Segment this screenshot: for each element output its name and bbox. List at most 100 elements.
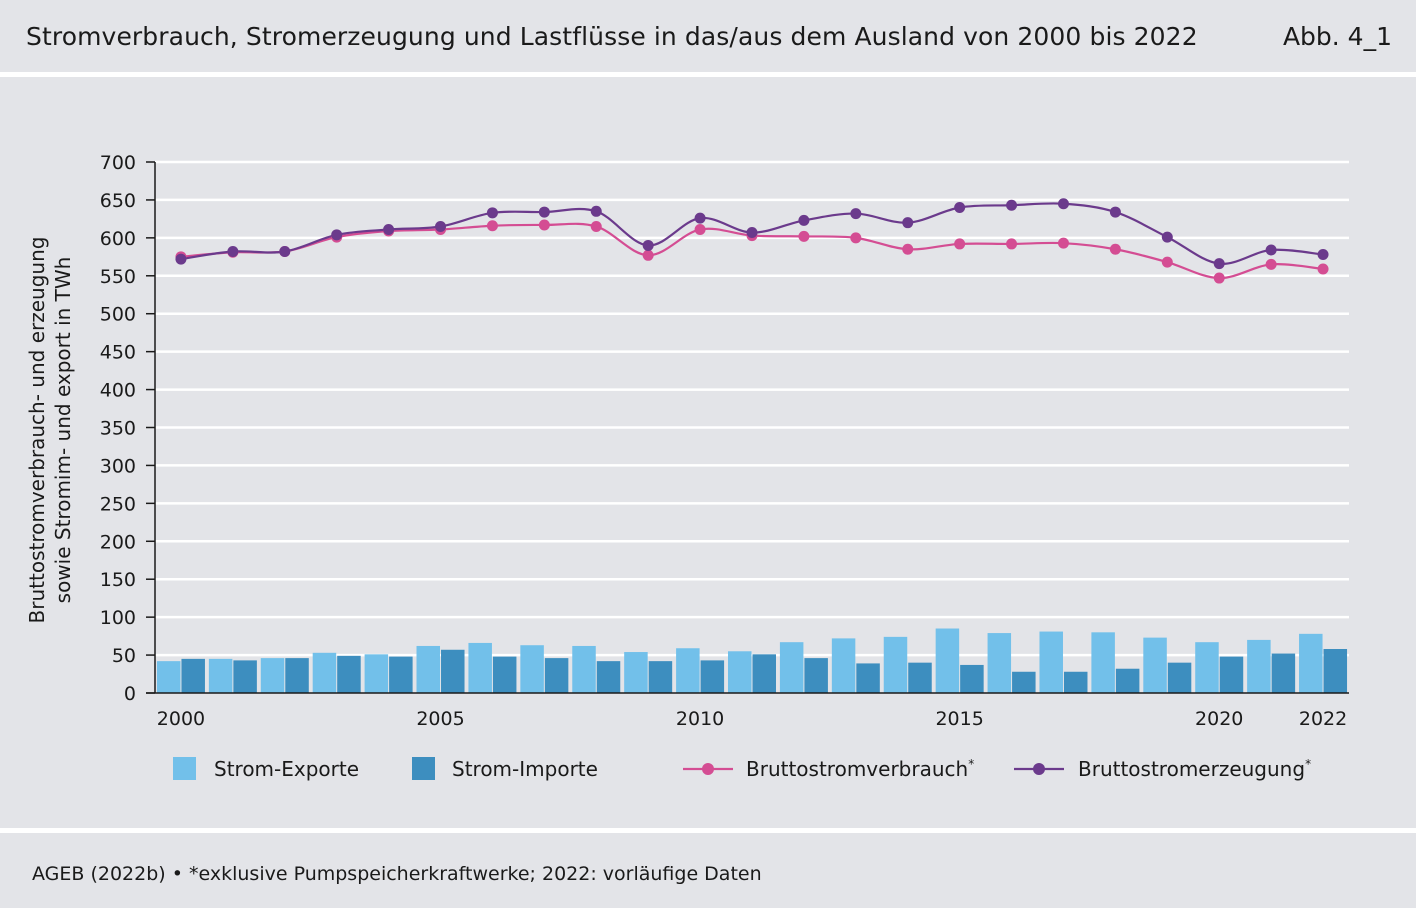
- bar-export-2007: [520, 645, 544, 693]
- bar-import-2019: [1167, 662, 1192, 693]
- x-tick-label: 2015: [935, 708, 983, 730]
- bar-export-2016: [987, 633, 1012, 693]
- bar-export-2018: [1091, 632, 1115, 693]
- legend: Strom-Exporte Strom-Importe Bruttostromver…: [173, 757, 1311, 781]
- chart-title: Stromverbrauch, Stromerzeugung und Lastf…: [26, 22, 1198, 51]
- legend-marker-consumption: [702, 763, 714, 775]
- bar-export-2014: [883, 636, 908, 693]
- bar-export-2020: [1195, 642, 1219, 693]
- footer: AGEB (2022b) • *exklusive Pumpspeicherkr…: [0, 828, 1416, 908]
- header: Stromverbrauch, Stromerzeugung und Lastf…: [0, 0, 1416, 77]
- figure-number: Abb. 4_1: [1282, 22, 1392, 51]
- point-generation-2018: [1109, 206, 1121, 218]
- bar-import-2006: [492, 656, 517, 693]
- bar-export-2013: [831, 638, 856, 693]
- legend-label-consumption: Bruttostromverbrauch*: [746, 757, 974, 781]
- point-consumption-2016: [1006, 238, 1018, 250]
- y-axis-label-line1: Bruttostromverbrauch- und erzeugung: [25, 237, 49, 624]
- bar-import-2012: [804, 658, 828, 693]
- bar-export-2017: [1039, 631, 1063, 693]
- y-tick-label: 400: [100, 380, 136, 402]
- point-generation-2020: [1213, 258, 1225, 270]
- y-tick-label: 300: [100, 455, 136, 477]
- point-consumption-2013: [850, 232, 862, 244]
- bar-import-2016: [1012, 671, 1036, 693]
- bar-export-2006: [468, 642, 492, 693]
- bar-export-2015: [935, 628, 960, 693]
- point-consumption-2009: [642, 249, 654, 261]
- point-generation-2009: [642, 239, 654, 251]
- point-consumption-2007: [538, 219, 550, 231]
- bar-import-2020: [1219, 656, 1244, 693]
- bar-import-2001: [233, 660, 257, 693]
- bar-import-2002: [285, 658, 309, 693]
- point-generation-2011: [746, 227, 758, 239]
- legend-label-generation: Bruttostromerzeugung*: [1078, 757, 1311, 781]
- point-generation-2007: [538, 206, 550, 218]
- x-tick-label: 2020: [1195, 708, 1243, 730]
- y-tick-label: 200: [100, 531, 136, 553]
- x-tick-label: 2010: [676, 708, 724, 730]
- gridlines: [155, 160, 1349, 657]
- point-generation-2000: [175, 253, 187, 265]
- bar-export-2009: [624, 652, 648, 693]
- legend-swatch-imports: [412, 757, 435, 780]
- bar-import-2021: [1271, 653, 1296, 693]
- bar-export-2000: [156, 661, 181, 693]
- point-consumption-2017: [1057, 237, 1069, 249]
- lines: [175, 198, 1329, 284]
- bar-import-2010: [700, 660, 725, 693]
- bar-export-2019: [1143, 637, 1167, 693]
- bar-export-2008: [572, 645, 596, 693]
- legend-swatch-exports: [173, 757, 196, 780]
- bar-export-2004: [364, 654, 389, 693]
- y-tick-label: 500: [100, 304, 136, 326]
- y-tick-label: 700: [100, 152, 136, 174]
- point-generation-2021: [1265, 244, 1277, 256]
- point-consumption-2006: [486, 220, 498, 232]
- bar-import-2022: [1323, 649, 1348, 693]
- point-consumption-2020: [1213, 272, 1225, 284]
- point-generation-2008: [590, 205, 602, 217]
- bar-export-2005: [416, 645, 441, 693]
- point-generation-2006: [486, 207, 498, 219]
- bar-import-2007: [544, 658, 569, 693]
- bar-import-2017: [1063, 671, 1088, 693]
- y-axis-label: Bruttostromverbrauch- und erzeugung sowi…: [25, 237, 75, 624]
- bar-import-2000: [181, 658, 205, 693]
- point-generation-2014: [902, 217, 914, 229]
- bar-export-2022: [1299, 633, 1323, 693]
- bar-export-2002: [260, 658, 285, 693]
- point-consumption-2021: [1265, 258, 1277, 270]
- bar-export-2001: [208, 658, 233, 693]
- point-consumption-2022: [1317, 263, 1329, 275]
- y-tick-label: 600: [100, 228, 136, 250]
- point-generation-2017: [1057, 198, 1069, 210]
- point-consumption-2014: [902, 243, 914, 255]
- x-tick-label: 2000: [157, 708, 205, 730]
- y-tick-label: 0: [124, 683, 136, 705]
- point-consumption-2018: [1109, 243, 1121, 255]
- bar-import-2009: [648, 661, 673, 693]
- bar-import-2014: [908, 662, 932, 693]
- point-generation-2003: [331, 229, 343, 241]
- bar-import-2008: [596, 661, 621, 693]
- bar-export-2021: [1247, 639, 1271, 693]
- y-tick-label: 250: [100, 493, 136, 515]
- point-consumption-2008: [590, 220, 602, 232]
- bar-import-2015: [960, 664, 984, 693]
- y-tick-label: 50: [112, 645, 136, 667]
- bar-export-2010: [676, 648, 700, 693]
- point-generation-2013: [850, 208, 862, 220]
- legend-label-exports: Strom-Exporte: [214, 757, 359, 781]
- legend-label-imports: Strom-Importe: [452, 757, 598, 781]
- point-generation-2001: [227, 246, 239, 258]
- point-consumption-2019: [1161, 256, 1173, 268]
- y-tick-label: 550: [100, 266, 136, 288]
- point-generation-2022: [1317, 249, 1329, 261]
- point-generation-2019: [1161, 231, 1173, 243]
- y-tick-label: 450: [100, 342, 136, 364]
- y-tick-label: 150: [100, 569, 136, 591]
- legend-marker-generation: [1033, 763, 1045, 775]
- bars: [156, 628, 1348, 693]
